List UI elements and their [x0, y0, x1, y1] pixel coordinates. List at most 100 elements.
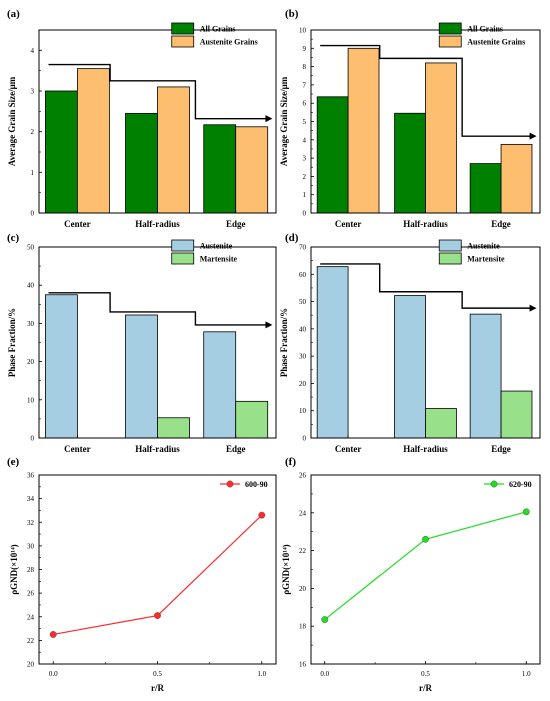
y-tick-label: 70	[299, 244, 307, 252]
legend-swatch	[438, 35, 462, 48]
y-tick-label: 2	[303, 173, 307, 181]
legend-swatch	[171, 252, 195, 265]
category-label: Center	[335, 444, 362, 454]
category-label: Edge	[491, 219, 511, 229]
y-tick-label: 50	[27, 244, 35, 252]
panel-f: 16 18 20 22 24 26 0.0 0.5 1.0 r/R ρGND(×10¹⁴) (f) 62…	[281, 456, 541, 693]
panel-label: (e)	[7, 456, 20, 468]
y-tick-label: 36	[27, 472, 35, 480]
x-tick-label: 0.5	[421, 670, 430, 678]
legend-label: 600-90	[245, 480, 268, 489]
bar-austenite-grains-half-radius	[157, 86, 190, 214]
trend-arrow	[48, 292, 268, 326]
bar-all-grains-half-radius	[125, 112, 158, 214]
y-tick-label: 40	[27, 282, 35, 290]
x-tick-label: 0.5	[153, 670, 162, 678]
y-tick-label: 0	[31, 435, 35, 443]
y-tick-label: 30	[27, 320, 35, 328]
y-tick-label: 10	[299, 407, 307, 415]
plot-frame	[38, 474, 277, 665]
y-tick-label: 0	[31, 210, 35, 218]
y-tick-label: 34	[27, 495, 35, 503]
bar-austenite-grains-center	[347, 47, 380, 214]
y-tick-label: 26	[27, 590, 35, 598]
y-tick-label: 1	[303, 191, 307, 199]
y-tick-label: 2	[31, 128, 35, 136]
y-tick-label: 60	[299, 271, 307, 279]
y-tick-label: 50	[299, 298, 307, 306]
y-tick-label: 5	[303, 118, 307, 126]
y-tick-label: 6	[303, 100, 307, 108]
legend-label: Martensite	[200, 255, 238, 264]
trend-arrow	[320, 263, 532, 309]
legend-swatch	[171, 239, 195, 252]
category-label: Edge	[491, 444, 511, 454]
y-tick-label: 30	[299, 353, 307, 361]
y-tick-label: 20	[27, 661, 35, 669]
category-label: Half-radius	[135, 219, 180, 229]
bar-all-grains-center	[44, 90, 78, 214]
legend-label: All Grains	[200, 25, 236, 34]
bar-austenite-grains-edge	[235, 126, 269, 214]
data-point	[49, 631, 57, 638]
category-label: Half-radius	[135, 444, 180, 454]
bar-all-grains-edge	[469, 163, 502, 214]
x-tick-label: 0.0	[49, 670, 58, 678]
legend-label: 620-90	[509, 480, 532, 489]
legend-label: All Grains	[467, 25, 503, 34]
y-tick-label: 20	[299, 585, 307, 593]
y-tick-label: 24	[27, 613, 35, 621]
y-tick-label: 0	[303, 210, 307, 218]
panel-d: 0 10 20 30 40 50 60 70 Center Half-radius Edge Phas…	[279, 232, 541, 454]
panel-b: 0 1 2 3 4 5 6 7 8 9 10 Center Half-radius Edge Average…	[279, 8, 541, 229]
y-tick-label: 28	[27, 566, 35, 574]
y-tick-label: 16	[299, 661, 307, 669]
bar-austenite-edge	[469, 313, 502, 439]
legend-swatch	[438, 252, 462, 265]
category-label: Center	[335, 219, 362, 229]
bar-austenite-grains-half-radius	[425, 62, 457, 214]
panel-c: 0 10 20 30 40 50 Center Half-radius Edge Phase Fr…	[7, 232, 277, 454]
data-point	[522, 508, 530, 516]
y-axis-label: Phase Fraction/%	[7, 308, 17, 377]
y-tick-label: 0	[303, 435, 307, 443]
data-point	[422, 535, 429, 543]
bar-martensite-edge	[500, 390, 533, 439]
category-label: Edge	[226, 444, 246, 454]
bar-austenite-half-radius	[125, 314, 158, 439]
legend-marker	[490, 480, 498, 488]
panel-label: (d)	[285, 232, 299, 244]
y-tick-label: 18	[299, 623, 307, 631]
bar-all-grains-half-radius	[394, 112, 426, 214]
y-tick-label: 30	[27, 542, 35, 550]
legend-swatch	[171, 35, 195, 48]
category-label: Edge	[226, 219, 246, 229]
y-tick-label: 24	[299, 509, 307, 517]
y-tick-label: 20	[27, 358, 35, 366]
category-label: Center	[64, 444, 91, 454]
bar-all-grains-center	[316, 96, 349, 214]
legend-label: Martensite	[467, 255, 505, 264]
y-tick-label: 10	[27, 396, 35, 404]
y-axis-label: Phase Fraction/%	[279, 308, 289, 377]
legend-swatch	[438, 239, 462, 252]
trend-arrow-head	[529, 304, 537, 312]
panel-label: (b)	[285, 8, 299, 20]
category-label: Half-radius	[403, 444, 448, 454]
x-tick-label: 0.0	[320, 670, 329, 678]
panel-label: (f)	[285, 456, 296, 468]
y-tick-label: 26	[299, 472, 307, 480]
trend-arrow-head	[265, 115, 273, 123]
bar-martensite-half-radius	[157, 417, 190, 439]
y-tick-label: 10	[299, 27, 307, 35]
x-axis-label: r/R	[419, 683, 432, 693]
y-axis-label: ρGND(×10¹⁴)	[9, 544, 19, 594]
legend-swatch	[438, 22, 462, 35]
legend-label: Austenite	[467, 242, 500, 251]
y-tick-label: 3	[303, 155, 307, 163]
bar-austenite-center	[316, 266, 349, 439]
y-tick-label: 40	[299, 325, 307, 333]
legend-swatch	[171, 22, 195, 35]
bar-martensite-half-radius	[425, 408, 457, 439]
trend-arrow-head	[265, 321, 273, 329]
